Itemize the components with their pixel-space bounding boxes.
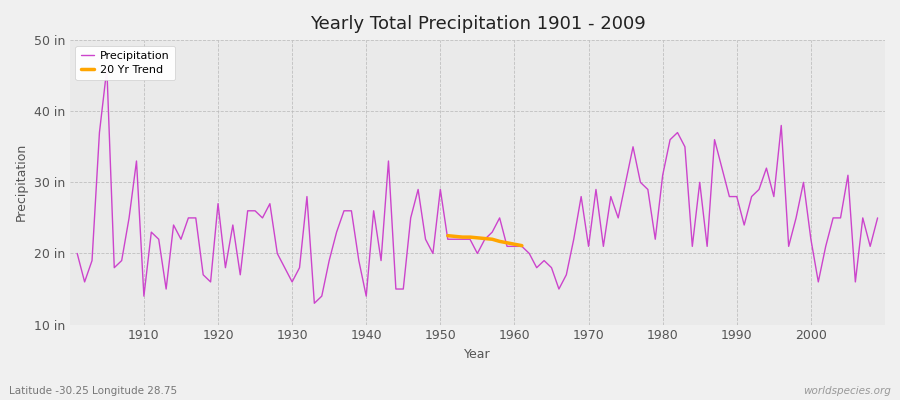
Text: worldspecies.org: worldspecies.org	[803, 386, 891, 396]
20 Yr Trend	[457, 235, 468, 240]
20 Yr Trend	[494, 239, 505, 244]
Precipitation	[72, 251, 83, 256]
Line: Precipitation: Precipitation	[77, 68, 878, 303]
20 Yr Trend	[487, 237, 498, 242]
Legend: Precipitation, 20 Yr Trend: Precipitation, 20 Yr Trend	[76, 46, 176, 80]
Precipitation	[872, 216, 883, 220]
Precipitation	[102, 66, 112, 71]
Line: 20 Yr Trend: 20 Yr Trend	[448, 236, 522, 246]
Precipitation	[139, 294, 149, 298]
20 Yr Trend	[480, 236, 491, 241]
20 Yr Trend	[509, 242, 520, 247]
Title: Yearly Total Precipitation 1901 - 2009: Yearly Total Precipitation 1901 - 2009	[310, 15, 645, 33]
20 Yr Trend	[443, 233, 454, 238]
Precipitation	[354, 258, 364, 263]
20 Yr Trend	[472, 236, 482, 240]
Precipitation	[309, 301, 320, 306]
Text: Latitude -30.25 Longitude 28.75: Latitude -30.25 Longitude 28.75	[9, 386, 177, 396]
Precipitation	[517, 244, 527, 249]
20 Yr Trend	[501, 240, 512, 245]
Precipitation	[524, 251, 535, 256]
20 Yr Trend	[517, 243, 527, 248]
Precipitation	[613, 216, 624, 220]
20 Yr Trend	[450, 234, 461, 239]
20 Yr Trend	[464, 235, 475, 240]
Y-axis label: Precipitation: Precipitation	[15, 143, 28, 222]
X-axis label: Year: Year	[464, 348, 491, 361]
Precipitation	[302, 194, 312, 199]
